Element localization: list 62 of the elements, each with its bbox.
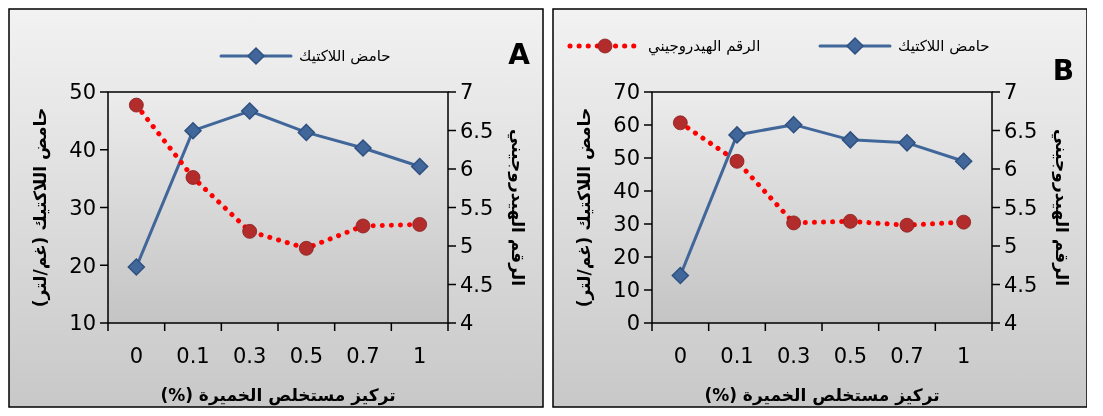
y2-tick-label: 7 [1003, 80, 1017, 105]
x-axis-title: تركيز مستخلص الخميرة (%) [160, 385, 396, 406]
x-tick-label: 1 [412, 344, 427, 368]
y2-tick-label: 5 [460, 234, 474, 259]
text: B [1052, 54, 1074, 87]
y2-tick-label: 4.5 [460, 272, 494, 297]
point [671, 266, 689, 285]
y2-axis-title: الرقم الهيدروجيني [1050, 128, 1072, 287]
point [297, 123, 316, 142]
x-tick-label: 0 [673, 344, 687, 368]
y-tick-label: 30 [69, 195, 96, 220]
x-tick-label: 0.3 [776, 344, 810, 368]
legend-label: حامض اللاكتيك [897, 37, 990, 56]
y-tick-label: 10 [612, 278, 640, 303]
point [954, 152, 972, 171]
y2-tick-label: 4.5 [1003, 272, 1037, 297]
y2-tick-label: 7 [460, 80, 474, 105]
point [784, 115, 802, 134]
y-tick-label: 40 [69, 138, 96, 163]
y-tick-label: 40 [612, 179, 640, 204]
point [240, 102, 259, 120]
text: A [508, 38, 531, 71]
point [184, 121, 202, 140]
x-tick-label: 0.5 [289, 344, 324, 368]
y2-tick-label: 6.5 [460, 118, 494, 143]
legend-label: الرقم الهيدروجيني [647, 37, 760, 57]
x-tick-label: 0.7 [889, 344, 924, 368]
x-tick-label: 0.1 [176, 344, 210, 368]
y2-tick-label: 6 [1003, 157, 1017, 182]
y2-tick-label: 4 [1003, 311, 1017, 336]
point [841, 131, 859, 149]
y2-axis-title: الرقم الهيدروجيني [507, 128, 528, 287]
y2-tick-label: 5.5 [460, 195, 494, 220]
y-axis-title: حامض اللاكتيك (غم/لتر) [30, 107, 51, 308]
y-tick-label: 20 [69, 253, 96, 278]
x-tick-label: 0.7 [346, 344, 380, 368]
legend-label: حامض اللاكتيك [299, 47, 391, 66]
point [410, 157, 429, 176]
y-tick-label: 50 [69, 80, 96, 105]
y-axis-title: حامض اللاكتيك (غم/لتر) [573, 107, 595, 308]
point [127, 258, 146, 276]
y-tick-label: 30 [612, 212, 640, 237]
x-tick-label: 0 [129, 344, 144, 368]
y-tick-label: 10 [69, 311, 96, 336]
point [354, 139, 372, 157]
point [897, 134, 916, 152]
y2-tick-label: 5 [1003, 234, 1017, 259]
x-tick-label: 0.3 [232, 344, 267, 368]
y-tick-label: 50 [612, 146, 640, 171]
y-tick-label: 70 [612, 80, 640, 105]
point [727, 126, 746, 144]
y2-tick-label: 6 [460, 157, 474, 182]
x-tick-label: 0.5 [833, 344, 867, 368]
y-tick-label: 0 [626, 311, 640, 336]
y2-tick-label: 4 [460, 311, 474, 336]
y-tick-label: 60 [612, 113, 640, 138]
x-axis-title: تركيز مستخلص الخميرة (%) [703, 385, 940, 406]
x-tick-label: 1 [956, 344, 970, 368]
x-tick-label: 0.1 [719, 344, 754, 368]
y-tick-label: 20 [612, 245, 640, 270]
y2-tick-label: 5.5 [1003, 195, 1037, 220]
y2-tick-label: 6.5 [1003, 118, 1037, 143]
